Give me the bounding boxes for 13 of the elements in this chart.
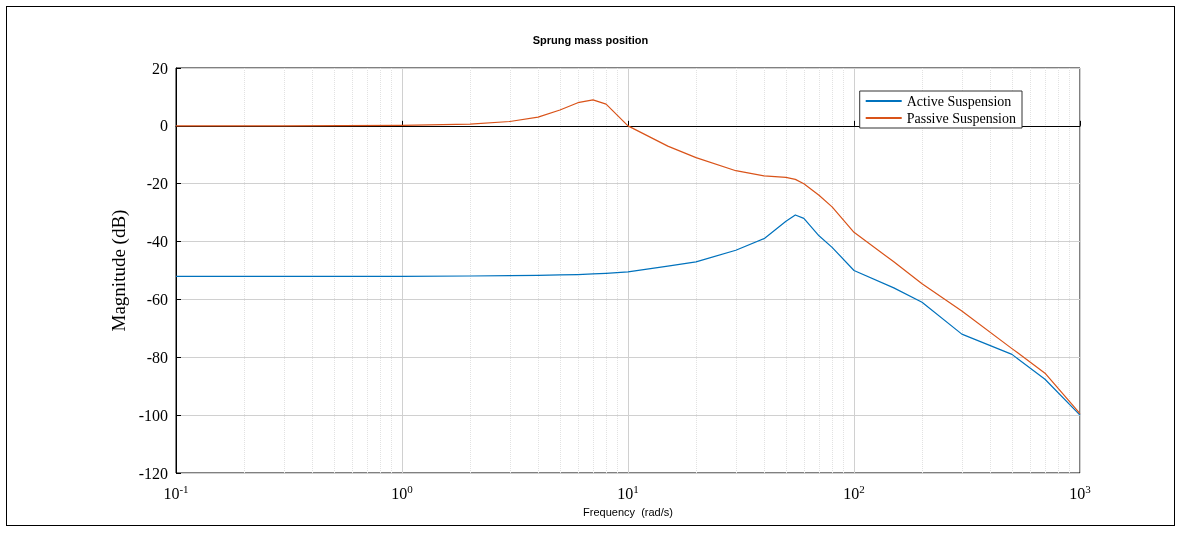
- y-tick-label: -120: [138, 464, 168, 482]
- y-tick-label: 20: [152, 59, 168, 77]
- legend-label: Passive Suspension: [906, 110, 1017, 126]
- y-tick-label: -60: [146, 290, 168, 308]
- y-tick-label: -80: [146, 348, 168, 366]
- y-tick-label: -40: [146, 233, 168, 251]
- y-axis-title: Magnitude (dB): [107, 209, 130, 332]
- y-tick-label: -20: [146, 175, 168, 193]
- x-axis-title: Frequency (rad/s): [583, 505, 673, 518]
- y-tick-label: 0: [160, 117, 168, 135]
- y-tick-label: -100: [138, 406, 168, 424]
- legend-label: Active Suspension: [906, 93, 1012, 109]
- chart-title: Sprung mass position: [532, 33, 649, 46]
